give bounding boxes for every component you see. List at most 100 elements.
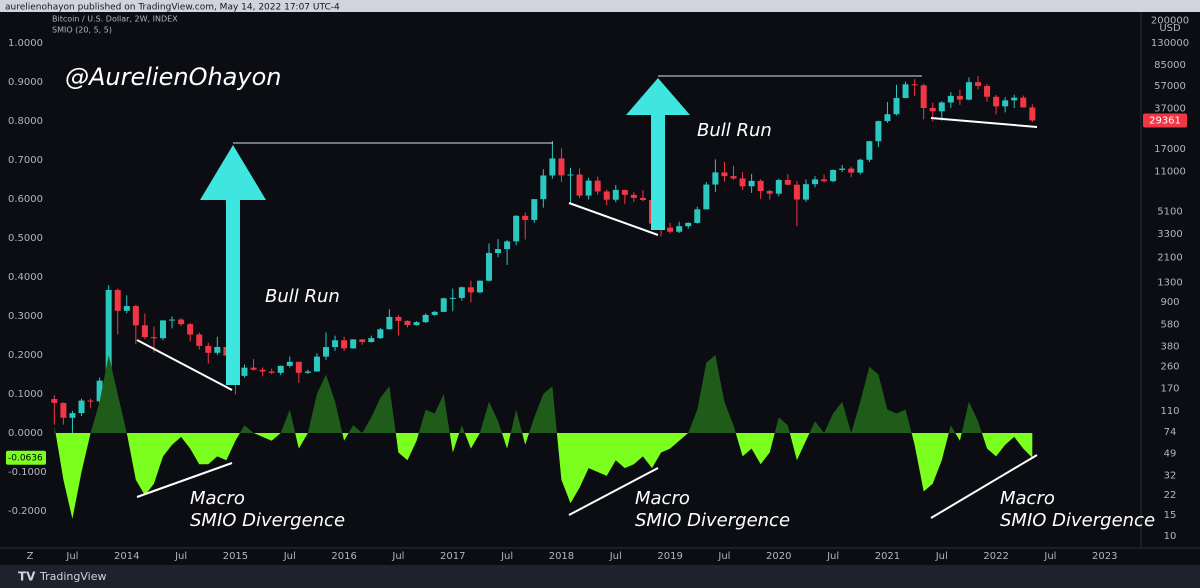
x-tick-label: Jul: [500, 551, 513, 562]
y-tick-label: 0.0000: [8, 428, 43, 439]
candle-body: [69, 413, 76, 418]
candle-body: [386, 316, 393, 330]
candle-body: [730, 176, 737, 179]
candle-body: [277, 365, 284, 373]
candle-body: [911, 84, 918, 86]
candle-body: [522, 215, 529, 220]
annotation: SMIO Divergence: [190, 510, 345, 531]
candle-body: [241, 367, 248, 376]
candle-body: [630, 194, 637, 198]
candle-body: [458, 287, 465, 298]
candle-body: [739, 178, 746, 187]
candle-body: [540, 175, 547, 200]
trend-line: [136, 339, 233, 391]
candle-body: [250, 367, 257, 370]
y2-tick-label: 32: [1164, 470, 1177, 481]
x-tick-label: 2018: [549, 551, 574, 562]
y2-tick-label: 2100: [1157, 253, 1182, 264]
candle-body: [567, 174, 574, 176]
smio-area-negative: [54, 433, 1033, 519]
candle-body: [160, 320, 166, 339]
candle-body: [449, 297, 456, 299]
x-tick-label: 2023: [1092, 551, 1117, 562]
zoom-button[interactable]: Z: [27, 551, 34, 562]
candle-body: [87, 400, 94, 402]
x-tick-label: 2020: [766, 551, 791, 562]
candle-body: [132, 306, 139, 326]
candle-body: [965, 82, 972, 100]
candle-body: [1011, 97, 1018, 101]
candle-body: [60, 402, 67, 418]
candle-body: [676, 226, 683, 232]
x-tick-label: 2017: [440, 551, 465, 562]
candle-body: [404, 320, 411, 326]
candle-body: [504, 241, 511, 250]
candle-body: [332, 340, 339, 348]
candle-body: [467, 287, 474, 293]
x-tick-label: Jul: [1043, 551, 1056, 562]
candle-body: [793, 184, 800, 200]
annotation: Macro: [190, 488, 245, 509]
candle-body: [205, 345, 212, 353]
candle-body: [150, 337, 157, 339]
candle-body: [78, 400, 85, 414]
y2-tick-label: 3300: [1157, 229, 1182, 240]
annotation: Macro: [1000, 488, 1055, 509]
x-tick-label: Jul: [609, 551, 622, 562]
candle-body: [1029, 107, 1036, 121]
y2-tick-label: 74: [1164, 427, 1177, 438]
candle-body: [757, 180, 764, 192]
x-tick-label: Jul: [283, 551, 296, 562]
brand-logo: 𝗧𝗩: [18, 570, 36, 584]
brand: TradingView: [39, 570, 106, 583]
annotation: SMIO Divergence: [635, 510, 790, 531]
candle-body: [304, 371, 311, 373]
candle-body: [721, 172, 728, 177]
candle-body: [812, 179, 818, 185]
y-tick-label: -0.2000: [8, 506, 47, 517]
x-tick-label: Jul: [391, 551, 404, 562]
candle-body: [350, 339, 357, 349]
candle-body: [612, 189, 619, 200]
candle-body: [685, 222, 692, 227]
candle-body: [920, 85, 927, 109]
candle-body: [639, 197, 646, 200]
candle-body: [169, 319, 176, 321]
header-bar: [0, 0, 1200, 12]
candle-body: [594, 180, 601, 192]
candle-body: [431, 311, 438, 315]
candle-body: [51, 399, 58, 403]
candle-body: [775, 180, 782, 194]
x-tick-label: Jul: [174, 551, 187, 562]
annotation: Bull Run: [265, 286, 340, 307]
y2-tick-label: 170: [1160, 384, 1179, 395]
candle-body: [703, 184, 710, 210]
publisher: aurelienohayon published on TradingView.…: [5, 3, 340, 13]
candle-body: [368, 338, 375, 342]
candle-body: [395, 316, 402, 321]
candle-body: [377, 329, 384, 339]
candle-body: [875, 121, 882, 142]
candle-body: [984, 85, 991, 97]
candle-body: [286, 361, 293, 366]
candle-body: [884, 114, 891, 122]
y2-tick-label: 37000: [1154, 103, 1186, 114]
candle-body: [114, 289, 121, 311]
candle-body: [576, 174, 583, 196]
x-tick-label: 2015: [223, 551, 248, 562]
trend-line: [568, 202, 659, 236]
footer-bar: [0, 565, 1200, 588]
y2-tick-label: 17000: [1154, 144, 1186, 155]
x-tick-label: 2019: [657, 551, 682, 562]
candle-body: [993, 96, 1000, 107]
y2-tick-label: 380: [1160, 342, 1179, 353]
trend-line: [930, 454, 1038, 519]
y2-tick-label: 85000: [1154, 60, 1186, 71]
y2-tick-label: 10: [1164, 531, 1177, 542]
y-tick-label: 0.4000: [8, 272, 43, 283]
candle-body: [214, 346, 221, 353]
annotation: Bull Run: [697, 120, 772, 141]
y2-tick-label: 900: [1160, 297, 1179, 308]
